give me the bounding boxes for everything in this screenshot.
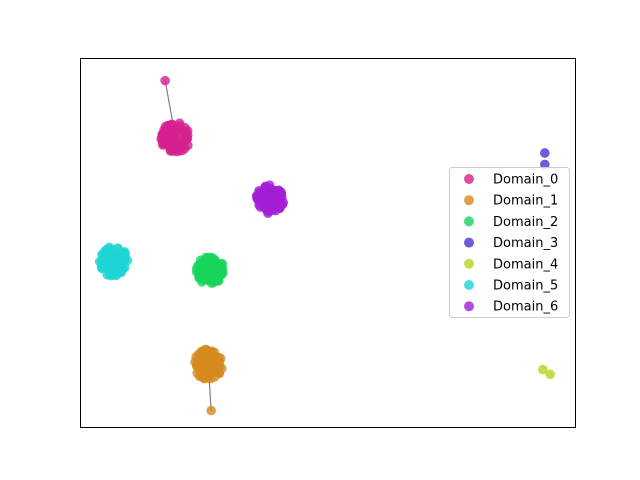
domain-0-point [163,127,174,137]
domain-6-point [254,200,264,210]
legend-marker-domain-3 [464,237,474,248]
domain-5-point [120,248,130,259]
domain-3-point [540,148,550,158]
domain-1-point [202,360,213,371]
legend-label-domain-5: Domain_5 [493,279,558,294]
domain-5-point [101,250,112,261]
domain-3-point [540,159,550,170]
legend-marker-domain-2 [464,216,474,227]
domain-5-point [104,242,115,253]
legend-marker-domain-5 [464,280,474,290]
legend-marker-domain-1 [464,195,474,206]
legend-label-domain-0: Domain_0 [493,173,558,188]
legend-marker-domain-0 [464,174,474,184]
domain-4-point [538,364,548,375]
legend-marker-domain-6 [464,301,474,312]
plot-frame [80,58,576,428]
legend-label-domain-6: Domain_6 [493,300,558,315]
domain-6-point [274,203,285,213]
domain-6-point [271,186,281,196]
legend-box [449,167,570,318]
legend-items: Domain_0 Domain_1 Domain_2 Domain_3 Domain_4… [464,173,558,315]
domain-5-point [108,252,119,263]
domain-0-point [182,130,193,141]
legend-marker-domain-4 [464,258,474,269]
domain-2-point [215,263,225,273]
domain-6-point [264,180,275,190]
domain-6-point [262,187,272,198]
domain-2-point [207,274,218,285]
legend-label-domain-4: Domain_4 [493,257,558,272]
domain-2-point [203,266,213,277]
points-layer [94,75,556,416]
legend-label-domain-2: Domain_2 [493,215,558,230]
domain-1-point [193,357,204,368]
domain-0-point [160,134,171,145]
domain-0-point [173,124,183,135]
legend-label-domain-3: Domain_3 [493,236,558,251]
domain-1-point [206,348,217,359]
domain-1-point [206,405,216,416]
domain-1-point [214,368,225,379]
domain-0-point [160,75,170,86]
domain-1-point [199,347,210,357]
domain-5-point [117,262,128,273]
domain-5-point [100,260,111,270]
legend-label-domain-1: Domain_1 [493,194,558,209]
domain-5-point [107,268,117,278]
domain-4-point [545,369,556,380]
domain-0-point [179,143,190,154]
legend: Domain_0 Domain_1 Domain_2 Domain_3 Domain_4… [449,167,570,318]
domain-0-point [170,141,181,152]
domain-0-point [170,134,180,144]
